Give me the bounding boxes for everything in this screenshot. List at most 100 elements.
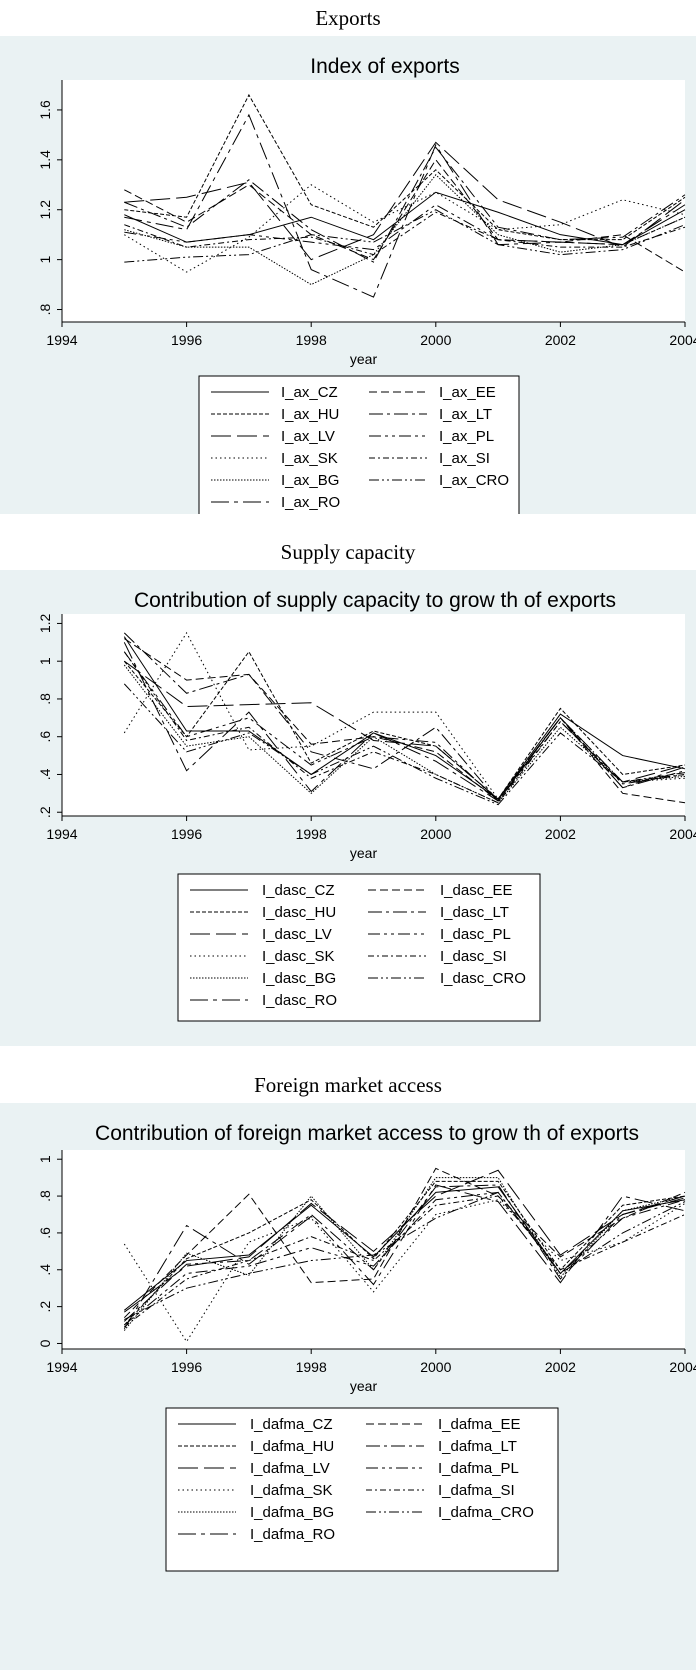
- legend-label: I_ax_SK: [281, 450, 338, 467]
- plot-area: [62, 1150, 685, 1349]
- x-tick-label: 1998: [296, 1359, 327, 1375]
- series-line-I_ax_CRO: [124, 209, 686, 263]
- x-tick-label: 1996: [171, 826, 202, 842]
- chart-title: Contribution of foreign market access to…: [95, 1122, 639, 1145]
- plot-area: [62, 80, 685, 322]
- legend-label: I_dafma_SI: [438, 1482, 515, 1499]
- series-line-I_ax_LT: [124, 146, 686, 263]
- x-tick-label: 2000: [420, 1359, 451, 1375]
- y-tick-label: 1.2: [37, 613, 53, 633]
- y-tick-label: 1: [37, 256, 53, 264]
- x-tick-label: 1996: [171, 1359, 202, 1375]
- chart-title: Index of exports: [310, 55, 459, 78]
- series-line-I_ax_RO: [124, 113, 686, 298]
- chart-title: Contribution of supply capacity to grow …: [134, 589, 616, 612]
- legend-label: I_ax_RO: [281, 494, 340, 511]
- y-tick-label: .8: [37, 303, 53, 315]
- series-line-I_ax_SI: [124, 211, 686, 256]
- legend-label: I_ax_CRO: [439, 472, 509, 489]
- x-tick-label: 1998: [296, 332, 327, 348]
- legend-box: [198, 375, 520, 514]
- y-tick-label: 1.6: [37, 100, 53, 120]
- x-axis-title: year: [350, 351, 378, 367]
- legend-label: I_dasc_PL: [440, 926, 511, 943]
- legend-label: I_ax_HU: [281, 406, 339, 423]
- x-tick-label: 1994: [46, 332, 77, 348]
- series-line-I_ax_HU: [124, 93, 686, 241]
- legend-label: I_dasc_BG: [262, 970, 336, 987]
- legend-label: I_ax_BG: [281, 472, 339, 489]
- legend-label: I_dafma_SK: [250, 1482, 333, 1499]
- legend-box: [177, 873, 541, 1022]
- x-tick-label: 2002: [545, 826, 576, 842]
- y-tick-label: 1.4: [37, 150, 53, 170]
- legend-label: I_dafma_CRO: [438, 1504, 534, 1521]
- foreign-market-access-chart: Contribution of foreign market access to…: [37, 1122, 696, 1572]
- legend-label: I_dafma_EE: [438, 1416, 521, 1433]
- legend-label: I_dafma_RO: [250, 1526, 335, 1543]
- legend-label: I_dafma_CZ: [250, 1416, 333, 1433]
- series-line-I_dasc_HU: [123, 650, 686, 800]
- x-tick-label: 1994: [46, 1359, 77, 1375]
- series-line-I_dafma_SK: [123, 1199, 686, 1343]
- y-tick-label: .6: [37, 1227, 53, 1239]
- x-tick-label: 2002: [545, 1359, 576, 1375]
- series-line-I_dafma_CRO: [124, 1191, 686, 1320]
- foreign-market-access-chart-panel: Contribution of foreign market access to…: [0, 1103, 696, 1670]
- exports-chart-panel: Index of exports .8 1 1.2 1.4 1.6 1994 1996 1998…: [0, 36, 696, 514]
- series-line-I_ax_BG: [124, 174, 686, 286]
- legend-label: I_dasc_LV: [262, 926, 332, 943]
- supply-capacity-section-title: Supply capacity: [280, 540, 416, 564]
- legend-label: I_ax_SI: [439, 450, 490, 467]
- legend-label: I_ax_EE: [439, 384, 496, 401]
- x-tick-label: 2004: [669, 1359, 696, 1375]
- legend-label: I_dafma_HU: [250, 1438, 334, 1455]
- series-line-I_ax_EE: [124, 158, 686, 273]
- x-tick-label: 2004: [669, 826, 696, 842]
- legend-label: I_dafma_PL: [438, 1460, 519, 1477]
- y-tick-label: 1: [37, 1155, 53, 1163]
- plot-area: [62, 614, 685, 816]
- x-tick-label: 1998: [296, 826, 327, 842]
- legend-label: I_ax_PL: [439, 428, 494, 445]
- legend-label: I_dafma_BG: [250, 1504, 334, 1521]
- series-line-I_dasc_SI: [123, 651, 686, 804]
- legend-label: I_dasc_RO: [262, 992, 337, 1009]
- series-line-I_ax_LV: [124, 141, 686, 261]
- y-tick-label: .8: [37, 693, 53, 705]
- y-tick-label: .4: [37, 1264, 53, 1276]
- x-tick-label: 2004: [669, 332, 696, 348]
- x-tick-label: 2000: [420, 332, 451, 348]
- legend-box: [165, 1407, 559, 1572]
- y-tick-label: 1: [37, 657, 53, 665]
- series-line-I_dafma_SI: [123, 1195, 686, 1328]
- legend-label: I_ax_CZ: [281, 384, 338, 401]
- supply-capacity-chart: Contribution of supply capacity to grow …: [37, 589, 696, 1022]
- legend-label: I_dasc_CZ: [262, 882, 335, 899]
- series-line-I_dafma_PL: [123, 1191, 686, 1326]
- series-line-I_dafma_RO: [123, 1184, 686, 1329]
- legend-label: I_dasc_HU: [262, 904, 336, 921]
- y-tick-label: .2: [37, 806, 53, 818]
- series-line-I_dasc_CRO: [123, 683, 686, 806]
- series-line-I_dafma_LT: [123, 1184, 686, 1322]
- x-tick-label: 1994: [46, 826, 77, 842]
- x-axis-title: year: [350, 845, 378, 861]
- x-tick-label: 2000: [420, 826, 451, 842]
- legend-label: I_dafma_LT: [438, 1438, 517, 1455]
- y-tick-label: 0: [37, 1339, 53, 1347]
- series-line-I_dasc_RO: [123, 642, 686, 802]
- x-tick-label: 1996: [171, 332, 202, 348]
- exports-section-title: Exports: [315, 6, 381, 30]
- legend-label: I_ax_LT: [439, 406, 492, 423]
- y-tick-label: 1.2: [37, 200, 53, 220]
- legend-label: I_dasc_EE: [440, 882, 513, 899]
- legend-label: I_ax_LV: [281, 428, 335, 445]
- x-tick-label: 2002: [545, 332, 576, 348]
- y-tick-label: .6: [37, 731, 53, 743]
- legend-label: I_dasc_LT: [440, 904, 509, 921]
- series-line-I_ax_PL: [124, 204, 686, 251]
- series-line-I_dafma_BG: [123, 1177, 686, 1331]
- legend-label: I_dafma_LV: [250, 1460, 330, 1477]
- legend-label: I_dasc_SI: [440, 948, 507, 965]
